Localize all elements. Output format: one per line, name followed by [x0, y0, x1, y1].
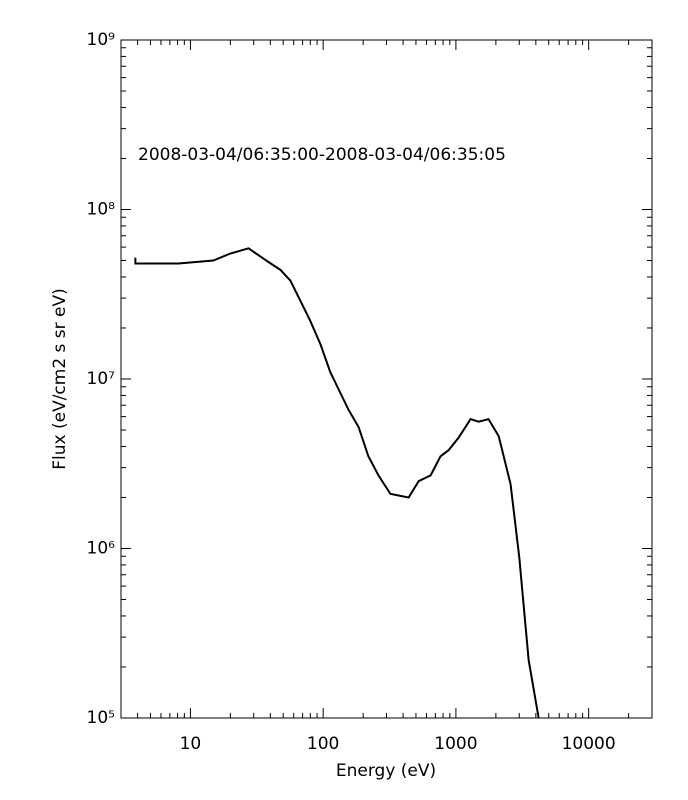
plot-frame — [120, 39, 653, 719]
x-tick-label: 1000 — [434, 734, 477, 754]
x-tick-label: 100 — [307, 734, 339, 754]
y-tick-label: 10⁹ — [87, 30, 116, 50]
x-axis-label: Energy (eV) — [336, 761, 436, 781]
y-tick-label: 10⁸ — [87, 200, 116, 220]
x-tick-label: 10 — [180, 734, 202, 754]
y-tick-label: 10⁵ — [87, 708, 115, 728]
y-tick-label: 10⁶ — [87, 539, 116, 559]
data-line — [134, 247, 540, 719]
y-axis-label: Flux (eV/cm2 s sr eV) — [50, 288, 70, 470]
annotation: 2008-03-04/06:35:00-2008-03-04/06:35:05 — [138, 145, 506, 165]
y-tick-label: 10⁷ — [87, 369, 116, 389]
x-tick-label: 10000 — [562, 734, 616, 754]
